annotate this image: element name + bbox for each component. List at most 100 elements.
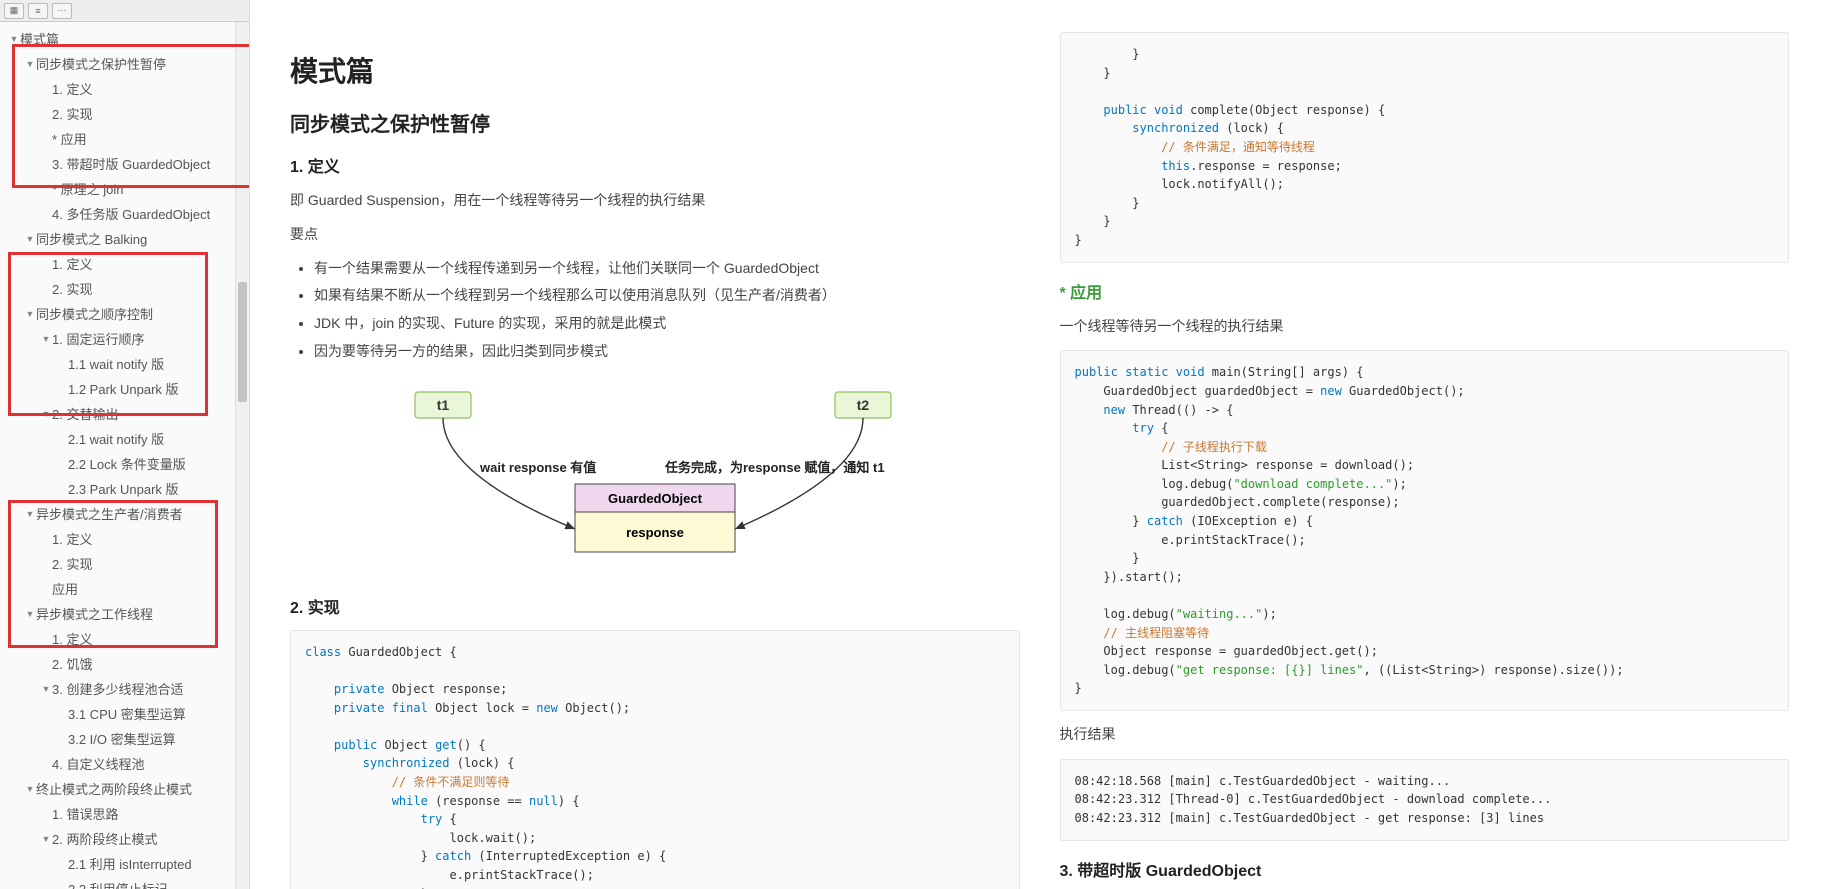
outline-label: 2. 实现 bbox=[52, 279, 92, 298]
code-block-top-right: } } public void complete(Object response… bbox=[1060, 32, 1790, 263]
bullet-item: 如果有结果不断从一个线程到另一个线程那么可以使用消息队列（见生产者/消费者） bbox=[314, 284, 1020, 308]
caret-icon: ▼ bbox=[24, 234, 36, 244]
outline-item[interactable]: 2.3 Park Unpark 版 bbox=[0, 476, 249, 501]
outline-item[interactable]: 1. 错误思路 bbox=[0, 801, 249, 826]
outline-item[interactable]: 2. 实现 bbox=[0, 551, 249, 576]
s1-p1: 即 Guarded Suspension，用在一个线程等待另一个线程的执行结果 bbox=[290, 189, 1020, 213]
outline-label: 4. 自定义线程池 bbox=[52, 754, 144, 773]
outline-item[interactable]: ▼终止模式之两阶段终止模式 bbox=[0, 776, 249, 801]
outline-label: * 应用 bbox=[52, 129, 87, 148]
outline-item[interactable]: ▼异步模式之工作线程 bbox=[0, 601, 249, 626]
outline-label: 2.2 利用停止标记 bbox=[68, 879, 168, 889]
code-block-3: 08:42:18.568 [main] c.TestGuardedObject … bbox=[1060, 759, 1790, 841]
outline-label: 2.2 Lock 条件变量版 bbox=[68, 454, 186, 473]
right-column: } } public void complete(Object response… bbox=[1060, 20, 1790, 869]
svg-text:t2: t2 bbox=[857, 397, 870, 413]
sidebar-scrollbar-thumb[interactable] bbox=[238, 282, 247, 402]
outline-item[interactable]: 3. 带超时版 GuardedObject bbox=[0, 151, 249, 176]
outline-label: 2.1 wait notify 版 bbox=[68, 429, 164, 448]
outline-tree: ▼模式篇▼同步模式之保护性暂停1. 定义2. 实现* 应用3. 带超时版 Gua… bbox=[0, 22, 249, 889]
outline-item[interactable]: ▼1. 固定运行顺序 bbox=[0, 326, 249, 351]
outline-label: 1. 定义 bbox=[52, 79, 92, 98]
outline-label: 1.1 wait notify 版 bbox=[68, 354, 164, 373]
outline-item[interactable]: 1. 定义 bbox=[0, 251, 249, 276]
outline-item[interactable]: 2.1 利用 isInterrupted bbox=[0, 851, 249, 876]
outline-label: 2. 实现 bbox=[52, 554, 92, 573]
result-label: 执行结果 bbox=[1060, 723, 1790, 747]
outline-item[interactable]: 2. 实现 bbox=[0, 101, 249, 126]
bullet-item: 因为要等待另一方的结果，因此归类到同步模式 bbox=[314, 340, 1020, 364]
outline-label: 2.3 Park Unpark 版 bbox=[68, 479, 179, 498]
outline-label: 2. 交替输出 bbox=[52, 404, 118, 423]
outline-label: 异步模式之工作线程 bbox=[36, 604, 153, 623]
outline-item[interactable]: 4. 多任务版 GuardedObject bbox=[0, 201, 249, 226]
sidebar-toolbar: ▦ ≡ ⋯ bbox=[0, 0, 249, 22]
outline-label: 2. 饥饿 bbox=[52, 654, 92, 673]
outline-label: 模式篇 bbox=[20, 29, 59, 48]
outline-item[interactable]: 2.2 利用停止标记 bbox=[0, 876, 249, 889]
svg-text:response: response bbox=[626, 525, 684, 540]
outline-item[interactable]: * 应用 bbox=[0, 126, 249, 151]
outline-label: 应用 bbox=[52, 579, 78, 598]
outline-item[interactable]: * 原理之 join bbox=[0, 176, 249, 201]
outline-item[interactable]: 1.1 wait notify 版 bbox=[0, 351, 249, 376]
caret-icon: ▼ bbox=[40, 834, 52, 844]
outline-item[interactable]: 2.2 Lock 条件变量版 bbox=[0, 451, 249, 476]
outline-label: 2. 两阶段终止模式 bbox=[52, 829, 157, 848]
code-block-1: class GuardedObject { private Object res… bbox=[290, 630, 1020, 889]
outline-label: 4. 多任务版 GuardedObject bbox=[52, 204, 210, 223]
outline-item[interactable]: ▼同步模式之 Balking bbox=[0, 226, 249, 251]
sidebar: ▦ ≡ ⋯ ▼模式篇▼同步模式之保护性暂停1. 定义2. 实现* 应用3. 带超… bbox=[0, 0, 250, 889]
outline-item[interactable]: ▼2. 两阶段终止模式 bbox=[0, 826, 249, 851]
s1-p2: 要点 bbox=[290, 223, 1020, 247]
more-btn[interactable]: ⋯ bbox=[52, 3, 72, 19]
outline-label: 1. 错误思路 bbox=[52, 804, 118, 823]
list-view-btn[interactable]: ≡ bbox=[28, 3, 48, 19]
outline-item[interactable]: 1. 定义 bbox=[0, 626, 249, 651]
caret-icon: ▼ bbox=[40, 334, 52, 344]
svg-text:GuardedObject: GuardedObject bbox=[608, 491, 703, 506]
outline-item[interactable]: 1. 定义 bbox=[0, 76, 249, 101]
outline-label: 1. 定义 bbox=[52, 629, 92, 648]
content-area: 模式篇 同步模式之保护性暂停 1. 定义 即 Guarded Suspensio… bbox=[250, 0, 1829, 889]
bullet-item: 有一个结果需要从一个线程传递到另一个线程，让他们关联同一个 GuardedObj… bbox=[314, 257, 1020, 281]
outline-label: 2. 实现 bbox=[52, 104, 92, 123]
outline-label: 3.2 I/O 密集型运算 bbox=[68, 729, 176, 748]
outline-item[interactable]: 4. 自定义线程池 bbox=[0, 751, 249, 776]
outline-item[interactable]: 3.2 I/O 密集型运算 bbox=[0, 726, 249, 751]
grid-view-btn[interactable]: ▦ bbox=[4, 3, 24, 19]
outline-label: 1.2 Park Unpark 版 bbox=[68, 379, 179, 398]
outline-item[interactable]: 应用 bbox=[0, 576, 249, 601]
outline-label: 3.1 CPU 密集型运算 bbox=[68, 704, 186, 723]
sidebar-scrollbar[interactable] bbox=[235, 22, 249, 889]
caret-icon: ▼ bbox=[24, 509, 36, 519]
s1-bullets: 有一个结果需要从一个线程传递到另一个线程，让他们关联同一个 GuardedObj… bbox=[314, 257, 1020, 364]
page-title: 模式篇 bbox=[290, 50, 1020, 90]
svg-text:任务完成，为response 赋值，通知 t1: 任务完成，为response 赋值，通知 t1 bbox=[664, 460, 885, 475]
bullet-item: JDK 中，join 的实现、Future 的实现，采用的就是此模式 bbox=[314, 312, 1020, 336]
outline-item[interactable]: ▼3. 创建多少线程池合适 bbox=[0, 676, 249, 701]
outline-item[interactable]: 1.2 Park Unpark 版 bbox=[0, 376, 249, 401]
outline-label: * 原理之 join bbox=[52, 179, 124, 198]
caret-icon: ▼ bbox=[24, 784, 36, 794]
outline-item[interactable]: 2. 实现 bbox=[0, 276, 249, 301]
outline-label: 2.1 利用 isInterrupted bbox=[68, 854, 192, 873]
outline-item[interactable]: 2.1 wait notify 版 bbox=[0, 426, 249, 451]
outline-item[interactable]: 2. 饥饿 bbox=[0, 651, 249, 676]
outline-item[interactable]: 3.1 CPU 密集型运算 bbox=[0, 701, 249, 726]
s2-heading: 2. 实现 bbox=[290, 594, 1020, 618]
s3-heading: 3. 带超时版 GuardedObject bbox=[1060, 857, 1790, 881]
outline-item[interactable]: 1. 定义 bbox=[0, 526, 249, 551]
app-p: 一个线程等待另一个线程的执行结果 bbox=[1060, 315, 1790, 339]
outline-item[interactable]: ▼异步模式之生产者/消费者 bbox=[0, 501, 249, 526]
outline-label: 3. 带超时版 GuardedObject bbox=[52, 154, 210, 173]
outline-item[interactable]: ▼同步模式之顺序控制 bbox=[0, 301, 249, 326]
outline-item[interactable]: ▼模式篇 bbox=[0, 26, 249, 51]
outline-item[interactable]: ▼同步模式之保护性暂停 bbox=[0, 51, 249, 76]
outline-item[interactable]: ▼2. 交替输出 bbox=[0, 401, 249, 426]
outline-label: 1. 定义 bbox=[52, 529, 92, 548]
app-heading: * 应用 bbox=[1060, 279, 1790, 303]
caret-icon: ▼ bbox=[24, 309, 36, 319]
outline-label: 同步模式之保护性暂停 bbox=[36, 54, 166, 73]
section-title: 同步模式之保护性暂停 bbox=[290, 108, 1020, 137]
